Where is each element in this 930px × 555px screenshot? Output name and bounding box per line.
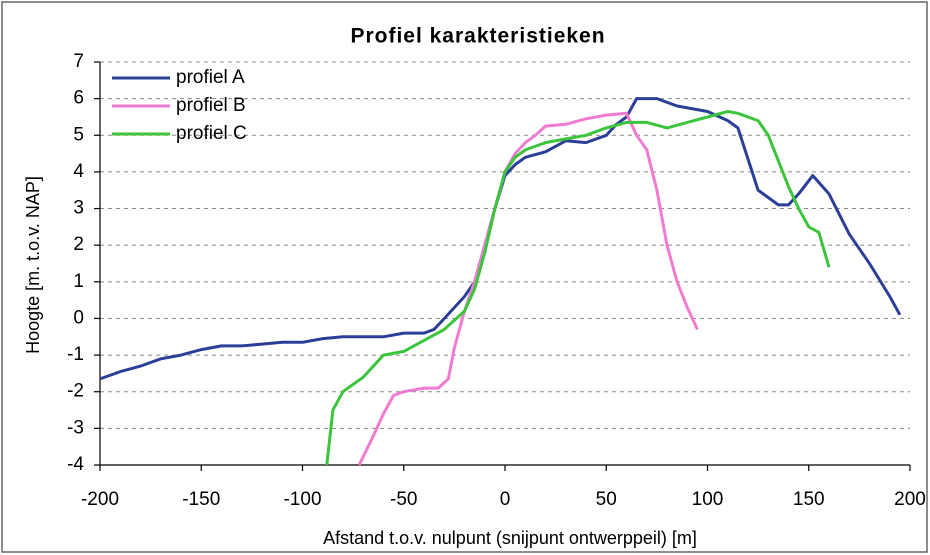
y-tick-label: 5	[73, 124, 84, 145]
y-tick-label: -3	[67, 417, 84, 438]
chart-title: Profiel karakteristieken	[350, 25, 605, 48]
y-tick-label: 2	[73, 234, 84, 255]
legend-label: profiel B	[176, 95, 246, 116]
y-tick-label: -2	[67, 381, 84, 402]
legend-label: profiel A	[176, 67, 245, 88]
y-axis-label: Hoogte [m. t.o.v. NAP]	[23, 176, 43, 354]
y-tick-label: 3	[73, 198, 84, 219]
x-tick-label: -50	[390, 489, 417, 510]
y-tick-label: 1	[73, 271, 84, 292]
x-tick-label: -200	[81, 489, 119, 510]
series-line	[325, 110, 831, 466]
x-tick-label: -100	[283, 489, 321, 510]
x-tick-label: 50	[596, 489, 617, 510]
y-tick-label: 6	[73, 88, 84, 109]
legend-label: profiel C	[176, 123, 247, 144]
series-line	[357, 111, 699, 466]
y-tick-label: 4	[73, 161, 84, 182]
x-tick-label: -150	[182, 489, 220, 510]
x-tick-label: 200	[894, 489, 926, 510]
x-tick-label: 0	[500, 489, 511, 510]
y-tick-label: -4	[67, 454, 84, 475]
y-tick-label: 0	[73, 307, 84, 328]
x-tick-label: 150	[793, 489, 825, 510]
x-axis-label: Afstand t.o.v. nulpunt (snijpunt ontwerp…	[323, 528, 697, 548]
y-tick-label: 7	[73, 51, 84, 72]
y-tick-label: -1	[67, 344, 84, 365]
x-tick-label: 100	[692, 489, 724, 510]
